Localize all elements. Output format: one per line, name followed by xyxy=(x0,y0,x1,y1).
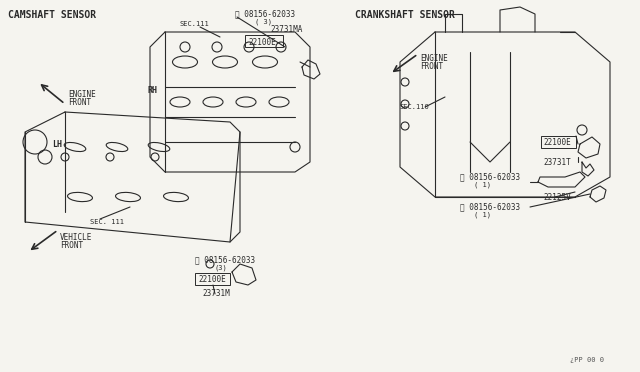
Text: FRONT: FRONT xyxy=(68,97,91,106)
Text: ¿PP 00 0: ¿PP 00 0 xyxy=(570,357,604,363)
Text: ( 1): ( 1) xyxy=(474,182,491,188)
Text: FRONT: FRONT xyxy=(60,241,83,250)
Text: 22100E: 22100E xyxy=(248,38,276,46)
Text: CRANKSHAFT SENSOR: CRANKSHAFT SENSOR xyxy=(355,10,455,20)
Text: LH: LH xyxy=(52,140,62,148)
Text: VEHICLE: VEHICLE xyxy=(60,232,92,241)
Bar xyxy=(245,35,283,47)
Text: FRONT: FRONT xyxy=(420,61,443,71)
Text: SEC.110: SEC.110 xyxy=(400,104,429,110)
Text: 22125V: 22125V xyxy=(543,192,571,202)
Text: CAMSHAFT SENSOR: CAMSHAFT SENSOR xyxy=(8,10,96,20)
Text: SEC.111: SEC.111 xyxy=(180,21,210,27)
Text: RH: RH xyxy=(148,86,158,94)
Text: 22100E: 22100E xyxy=(198,275,226,283)
Text: Ⓑ 08156-62033: Ⓑ 08156-62033 xyxy=(460,173,520,182)
Text: ENGINE: ENGINE xyxy=(68,90,96,99)
Text: 23731M: 23731M xyxy=(202,289,230,298)
Text: SEC. 111: SEC. 111 xyxy=(90,219,124,225)
Text: ( 3): ( 3) xyxy=(255,19,272,25)
Text: ( 1): ( 1) xyxy=(474,212,491,218)
Text: (3): (3) xyxy=(215,265,228,271)
Text: 22100E: 22100E xyxy=(543,138,571,147)
Text: 23731MA: 23731MA xyxy=(270,25,302,33)
Bar xyxy=(541,136,576,148)
Text: Ⓑ 08156-62033: Ⓑ 08156-62033 xyxy=(460,202,520,212)
Text: Ⓑ 08156-62033: Ⓑ 08156-62033 xyxy=(195,256,255,264)
Text: ENGINE: ENGINE xyxy=(420,54,448,62)
Bar xyxy=(195,273,230,285)
Text: 23731T: 23731T xyxy=(543,157,571,167)
Text: Ⓑ 08156-62033: Ⓑ 08156-62033 xyxy=(235,10,295,19)
